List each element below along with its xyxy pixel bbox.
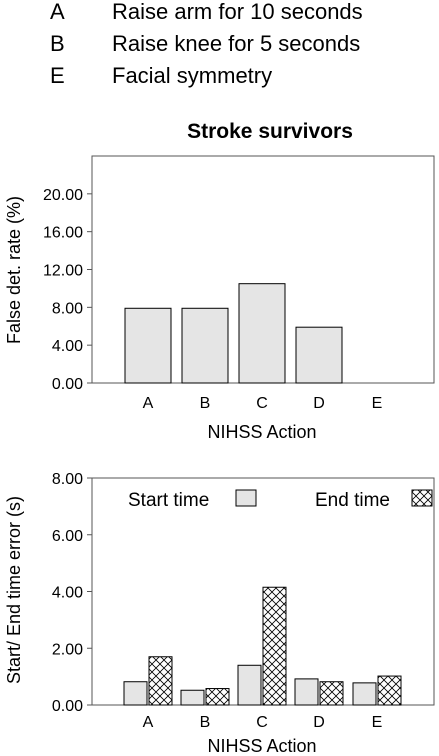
x-tick-label: C <box>256 714 268 731</box>
legend-label-start-time: Start time <box>128 490 209 511</box>
bar-end-C <box>262 586 287 706</box>
bar-start-A <box>123 681 148 706</box>
action-key: A <box>50 0 65 24</box>
bar-D <box>295 326 343 384</box>
x-tick-label: A <box>143 714 154 731</box>
x-axis: A B C D E <box>143 395 383 412</box>
bar-start-C <box>237 664 262 706</box>
bar-end-E <box>377 675 402 706</box>
x-tick-label: A <box>143 395 154 412</box>
x-tick-label: B <box>200 395 211 412</box>
bar-B <box>181 307 229 384</box>
bar-start-D <box>294 678 319 706</box>
action-description: Facial symmetry <box>112 63 273 88</box>
x-tick-label: D <box>313 714 325 731</box>
bar-start-E <box>352 682 377 706</box>
y-tick-label: 12.00 <box>43 263 83 280</box>
legend-swatch-start-time <box>235 489 257 507</box>
y-axis-label: False det. rate (%) <box>4 196 24 344</box>
y-axis: 0.00 2.00 4.00 6.00 8.00 <box>52 471 92 715</box>
action-description: Raise arm for 10 seconds <box>112 0 363 24</box>
bar-end-A <box>148 656 173 706</box>
x-axis-label: NIHSS Action <box>207 736 316 756</box>
x-tick-label: B <box>200 714 211 731</box>
x-axis-label: NIHSS Action <box>207 422 316 442</box>
chart-title: Stroke survivors <box>187 120 353 143</box>
y-tick-label: 0.00 <box>52 698 83 715</box>
bar-A <box>124 307 172 384</box>
x-tick-label: E <box>372 714 383 731</box>
bar-end-D <box>319 681 344 706</box>
action-key: E <box>50 63 65 88</box>
bar-series <box>123 586 402 706</box>
y-tick-label: 8.00 <box>52 471 83 488</box>
y-tick-label: 16.00 <box>43 225 83 242</box>
action-key: B <box>50 31 65 56</box>
x-tick-label: C <box>256 395 268 412</box>
y-tick-label: 4.00 <box>52 585 83 602</box>
bar-end-B <box>205 688 230 706</box>
action-description: Raise knee for 5 seconds <box>112 31 361 56</box>
bar-series <box>124 283 343 384</box>
y-axis-label: Start/ End time error (s) <box>4 496 24 684</box>
x-axis: A B C D E <box>143 714 383 731</box>
x-tick-label: D <box>313 395 325 412</box>
y-tick-label: 2.00 <box>52 641 83 658</box>
y-axis: 0.00 4.00 8.00 12.00 16.00 20.00 <box>43 187 92 393</box>
legend-swatch-end-time <box>411 489 433 507</box>
chart-false-detection: Stroke survivors 0.00 4.00 8.00 12.00 16.00 2… <box>4 120 435 442</box>
bar-C <box>238 283 286 384</box>
chart-time-error: 0.00 2.00 4.00 6.00 8.00 A B C D E Start time En… <box>4 471 435 756</box>
y-tick-label: 6.00 <box>52 528 83 545</box>
x-tick-label: E <box>372 395 383 412</box>
y-tick-label: 0.00 <box>52 376 83 393</box>
y-tick-label: 8.00 <box>52 300 83 317</box>
y-tick-label: 4.00 <box>52 338 83 355</box>
chart-legend: Start time End time <box>128 489 433 511</box>
legend-label-end-time: End time <box>315 490 390 511</box>
bar-start-B <box>180 689 205 706</box>
y-tick-label: 20.00 <box>43 187 83 204</box>
